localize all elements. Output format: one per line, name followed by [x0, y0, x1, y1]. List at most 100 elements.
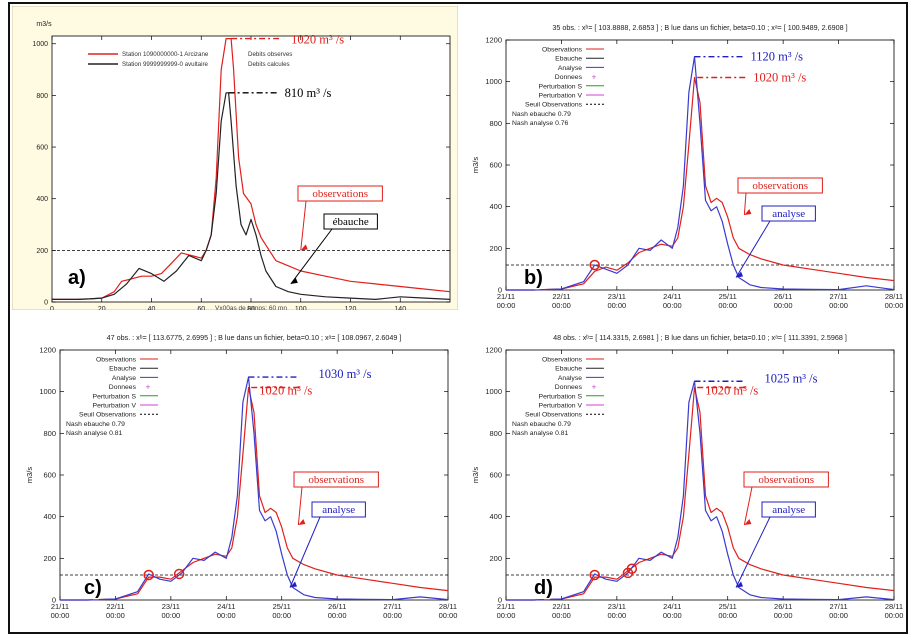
- chart-title: 47 obs. : xᵇ= [ 113.6775, 2.6995 ] ; B l…: [107, 333, 402, 342]
- panel-letter: c): [84, 577, 102, 599]
- x-tick-label: 25/11 00:00: [272, 602, 291, 620]
- observation-circle: [589, 569, 600, 581]
- legend-label: Observations: [542, 357, 583, 364]
- nash-score: Nash analyse 0.81: [512, 430, 569, 437]
- nash-score: Nash ebauche 0.79: [512, 421, 571, 428]
- annotation-arrowhead: [290, 277, 298, 284]
- y-tick-label: 1200: [39, 346, 56, 355]
- nash-score: Nash analyse 0.81: [66, 430, 123, 437]
- x-tick-label-line: 100: [295, 306, 307, 310]
- legend-label: Perturbation S: [539, 393, 583, 400]
- x-tick-label: 21/11 00:00: [497, 602, 516, 620]
- annotation-arrow: [743, 486, 753, 526]
- peak-callout-label: 1020 m³ /s: [705, 384, 758, 398]
- x-tick-label: 26/11 00:00: [774, 602, 793, 620]
- plot-area: [505, 39, 895, 291]
- annotation-box: [311, 501, 366, 518]
- x-tick-label-line: 26/11: [328, 602, 346, 611]
- legend-label: Perturbation S: [539, 83, 583, 90]
- y-tick-label: 600: [43, 471, 56, 480]
- x-tick-label-line: 00:00: [272, 611, 291, 620]
- chart-panel-b: 35 obs. : xᵇ= [ 103.8888, 2.6853 ] ; B l…: [462, 6, 906, 310]
- x-tick-label-line: 28/11: [885, 292, 903, 301]
- x-tick-label-line: 40: [148, 306, 156, 310]
- x-tick-label-line: 25/11: [719, 292, 737, 301]
- legend-swatch: +: [592, 73, 597, 82]
- peak-callout-label: 810 m³ /s: [285, 86, 332, 100]
- annotation-label: observations: [308, 474, 364, 486]
- annotation-label: observations: [752, 180, 808, 192]
- legend-label: Station 1090000000-1 Arcizane: [122, 51, 209, 58]
- x-tick-label: 60: [197, 306, 205, 310]
- x-tick-label-line: 23/11: [608, 292, 626, 301]
- x-tick-label: 27/11 00:00: [829, 602, 848, 620]
- y-tick-label: 1200: [485, 346, 502, 355]
- y-axis-label: m3/s: [471, 157, 480, 174]
- y-tick-label: 1000: [32, 41, 48, 48]
- x-tick-label-line: 00:00: [663, 301, 682, 310]
- y-tick-label: 800: [489, 429, 502, 438]
- legend-label: Perturbation S: [93, 393, 137, 400]
- x-tick-label: 22/11 00:00: [552, 292, 571, 310]
- legend-label: Observations: [96, 357, 137, 364]
- x-tick-label: 20: [98, 306, 106, 310]
- x-tick-label-line: 00:00: [885, 611, 904, 620]
- y-tick-label: 400: [43, 512, 56, 521]
- annotation-arrowhead: [744, 209, 752, 215]
- peak-callout-label: 1030 m³ /s: [318, 367, 371, 381]
- annotation-arrow: [297, 486, 303, 526]
- y-tick-label: 200: [36, 248, 48, 255]
- legend-label: Analyse: [558, 65, 582, 72]
- legend-label: Ebauche: [109, 366, 136, 373]
- series-line-0: [506, 76, 895, 291]
- legend-swatch: +: [146, 383, 151, 392]
- observation-circle: [173, 568, 185, 580]
- annotation-label: observations: [758, 474, 814, 486]
- y-tick-label: 600: [489, 471, 502, 480]
- x-tick-label: 23/11 00:00: [607, 602, 626, 620]
- x-tick-label-line: 27/11: [829, 602, 847, 611]
- x-tick-label-line: 00:00: [774, 611, 793, 620]
- annotation-arrow: [743, 192, 747, 216]
- x-tick-label-line: 00:00: [51, 611, 70, 620]
- x-tick-label: 28/11 00:00: [885, 292, 904, 310]
- x-tick-label-line: 22/11: [552, 292, 570, 301]
- nash-score: Nash ebauche 0.79: [66, 421, 125, 428]
- x-tick-label: 40: [148, 306, 156, 310]
- x-tick-label: 80: [247, 306, 255, 310]
- annotation-box: [293, 471, 379, 488]
- legend-label: Station 9999999999-0 avultaire: [122, 61, 209, 68]
- x-tick-label: 23/11 00:00: [607, 292, 626, 310]
- legend-label: Ebauche: [555, 366, 582, 373]
- figure-frame: 0 200 400 600 800 1000 m3/s 0 20 40 60 80 100 120 140 V…: [8, 2, 908, 634]
- annotation-label: analyse: [772, 208, 805, 220]
- panel-letter: d): [534, 577, 553, 599]
- x-tick-label-line: 00:00: [552, 611, 571, 620]
- x-tick-label-line: 00:00: [774, 301, 793, 310]
- annotation-arrow: [300, 200, 307, 251]
- x-tick-label-line: 27/11: [829, 292, 847, 301]
- peak-callout-label: 1020 m³ /s: [291, 33, 344, 47]
- y-tick-label: 600: [489, 161, 502, 170]
- x-tick-label: 24/11 00:00: [663, 292, 682, 310]
- series-line-0: [506, 386, 895, 601]
- y-tick-label: 0: [498, 286, 502, 295]
- annotation-label: observations: [312, 188, 368, 200]
- legend-label: Observations: [542, 47, 583, 54]
- x-tick-label-line: 00:00: [607, 611, 626, 620]
- series-line-1: [52, 92, 451, 300]
- x-tick-label-line: 00:00: [217, 611, 236, 620]
- plot-area: [505, 349, 895, 601]
- chart-svg-b: 35 obs. : xᵇ= [ 103.8888, 2.6853 ] ; B l…: [471, 23, 904, 310]
- x-tick-label-line: 00:00: [106, 611, 125, 620]
- x-tick-label: 140: [394, 306, 406, 310]
- x-tick-label: 24/11 00:00: [217, 602, 236, 620]
- x-tick-label-line: 00:00: [885, 301, 904, 310]
- annotation-arrow: [289, 516, 321, 588]
- observation-circle: [143, 569, 154, 581]
- legend-label: Donnees: [555, 74, 583, 81]
- annotation-box: [323, 213, 378, 230]
- x-tick-label-line: 24/11: [663, 292, 681, 301]
- legend-label: Seuil Observations: [525, 412, 583, 419]
- observation-circle: [626, 563, 638, 574]
